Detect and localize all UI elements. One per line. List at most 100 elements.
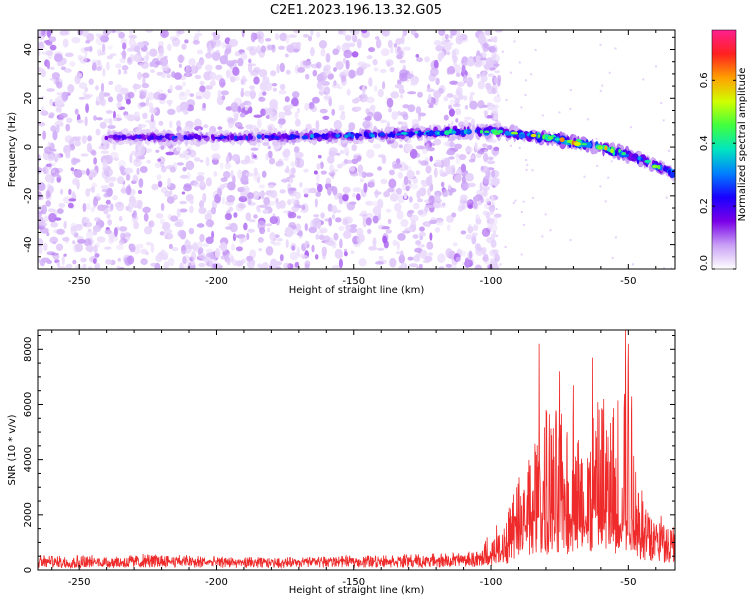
- noise-blob: [482, 42, 490, 52]
- noise-blob: [219, 162, 224, 170]
- noise-blob: [308, 102, 315, 110]
- signal-blob: [454, 128, 461, 136]
- noise-speck: [513, 40, 516, 43]
- noise-blob: [142, 77, 146, 85]
- noise-blob: [214, 39, 221, 46]
- noise-blob: [140, 45, 148, 52]
- noise-speck: [569, 239, 572, 242]
- noise-blob: [181, 191, 185, 195]
- noise-blob: [397, 194, 405, 204]
- noise-blob: [202, 192, 207, 203]
- noise-blob: [324, 67, 329, 71]
- noise-blob: [399, 59, 406, 64]
- noise-blob: [149, 107, 158, 114]
- noise-blob: [243, 90, 252, 97]
- noise-blob: [215, 74, 223, 81]
- noise-blob: [135, 144, 139, 153]
- noise-blob: [99, 121, 107, 129]
- signal-blob: [131, 136, 136, 141]
- noise-blob: [107, 125, 116, 129]
- noise-blob: [291, 205, 299, 213]
- noise-blob: [366, 96, 375, 104]
- signal-blob: [201, 135, 208, 138]
- noise-blob: [493, 35, 498, 43]
- noise-blob: [133, 82, 138, 93]
- noise-blob: [118, 239, 125, 246]
- noise-blob: [315, 191, 322, 197]
- noise-blob: [240, 112, 246, 118]
- noise-blob: [275, 266, 281, 269]
- noise-speck: [505, 99, 508, 102]
- noise-blob: [46, 60, 51, 70]
- noise-speck: [514, 199, 517, 202]
- noise-blob: [331, 241, 337, 249]
- noise-blob: [249, 85, 256, 90]
- noise-blob: [467, 182, 476, 188]
- noise-speck: [660, 101, 663, 104]
- noise-blob: [94, 262, 101, 269]
- noise-blob: [265, 38, 272, 42]
- noise-blob: [189, 199, 194, 205]
- noise-blob: [145, 30, 154, 33]
- noise-blob: [133, 221, 140, 230]
- noise-blob: [427, 177, 431, 186]
- noise-blob: [364, 172, 374, 177]
- noise-blob: [455, 118, 459, 123]
- noise-blob: [256, 45, 262, 54]
- noise-blob: [205, 219, 215, 228]
- spectrogram-frame: [37, 29, 676, 270]
- noise-blob: [143, 226, 153, 235]
- noise-blob: [193, 118, 202, 128]
- noise-blob: [259, 81, 267, 91]
- noise-blob: [82, 263, 87, 269]
- noise-blob: [40, 106, 45, 115]
- noise-blob: [464, 105, 469, 110]
- noise-blob: [345, 34, 352, 42]
- noise-blob: [399, 94, 404, 99]
- noise-blob: [401, 34, 405, 45]
- noise-blob: [490, 195, 494, 204]
- signal-blob: [183, 134, 188, 140]
- noise-blob: [160, 71, 166, 79]
- noise-blob: [374, 189, 379, 198]
- noise-blob: [483, 149, 488, 155]
- signal-blob: [197, 135, 201, 140]
- noise-blob: [418, 112, 426, 117]
- noise-blob: [295, 223, 302, 233]
- noise-blob: [356, 237, 362, 245]
- noise-blob: [360, 210, 368, 215]
- noise-blob: [237, 169, 243, 179]
- signal-blob: [421, 131, 424, 136]
- noise-blob: [297, 67, 305, 73]
- noise-blob: [427, 187, 431, 197]
- signal-band: [101, 123, 675, 183]
- noise-blob: [403, 192, 408, 200]
- noise-blob: [246, 232, 250, 241]
- noise-blob: [52, 254, 60, 260]
- noise-speck: [530, 73, 533, 76]
- noise-blob: [107, 219, 113, 226]
- signal-blob: [621, 152, 626, 156]
- noise-blob: [249, 219, 256, 223]
- noise-blob: [331, 108, 336, 116]
- signal-blob: [223, 135, 228, 139]
- noise-blob: [176, 146, 181, 152]
- noise-blob: [303, 34, 309, 38]
- noise-speck: [642, 78, 645, 81]
- noise-blob: [296, 107, 300, 114]
- noise-blob: [396, 210, 404, 220]
- noise-blob: [70, 167, 75, 172]
- noise-blob: [258, 184, 266, 189]
- noise-blob: [288, 168, 294, 176]
- signal-blob: [301, 135, 308, 140]
- noise-blob: [323, 235, 331, 243]
- noise-blob: [74, 108, 79, 115]
- noise-blob: [444, 42, 452, 51]
- noise-blob: [205, 177, 212, 187]
- noise-blob: [164, 232, 174, 240]
- noise-blob: [407, 256, 414, 261]
- noise-blob: [484, 257, 490, 265]
- noise-blob: [343, 49, 353, 59]
- noise-blob: [194, 157, 201, 162]
